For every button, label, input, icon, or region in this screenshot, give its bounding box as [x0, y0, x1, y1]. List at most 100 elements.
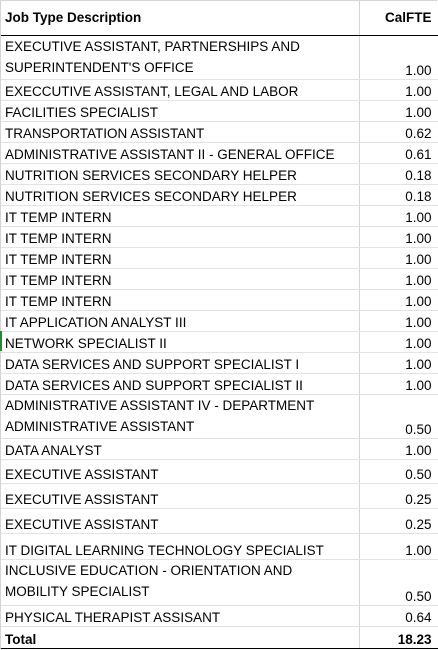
job-description-text: EXECUTIVE ASSISTANT [5, 466, 159, 482]
table-row: INCLUSIVE EDUCATION - ORIENTATION AND MOB… [1, 559, 438, 606]
table-row: IT TEMP INTERN 1.00 [1, 226, 438, 248]
table-row: IT TEMP INTERN 1.00 [1, 247, 438, 269]
job-description-cell[interactable]: IT APPLICATION ANALYST III [1, 310, 360, 332]
job-description-cell[interactable]: IT DIGITAL LEARNING TECHNOLOGY SPECIALIS… [1, 533, 360, 560]
fte-value-cell[interactable]: 0.50 [359, 394, 438, 439]
fte-value-cell[interactable]: 1.00 [359, 35, 438, 80]
job-description-cell[interactable]: IT TEMP INTERN [1, 247, 360, 269]
job-description-text: NETWORK SPECIALIST II [5, 335, 167, 351]
job-description-text: IT TEMP INTERN [5, 230, 112, 246]
job-description-text: ADMINISTRATIVE ASSISTANT [5, 418, 195, 434]
fte-value-cell[interactable]: 1.00 [359, 533, 438, 560]
fte-value-cell[interactable]: 0.62 [359, 121, 438, 143]
job-description-cell[interactable]: EXECUTIVE ASSISTANT, PARTNERSHIPS AND SUP… [1, 35, 360, 80]
job-description-text: DATA SERVICES AND SUPPORT SPECIALIST I [5, 356, 300, 372]
fte-value-cell[interactable]: 1.00 [359, 331, 438, 353]
table-row: IT TEMP INTERN 1.00 [1, 205, 438, 227]
job-description-cell[interactable]: NUTRITION SERVICES SECONDARY HELPER [1, 184, 360, 206]
table-row: EXECUTIVE ASSISTANT 0.50 [1, 459, 438, 484]
job-description-cell[interactable]: IT TEMP INTERN [1, 226, 360, 248]
header-row: Job Type Description CalFTE [1, 1, 438, 36]
table-row: ADMINISTRATIVE ASSISTANT IV - DEPARTMENT… [1, 394, 438, 439]
fte-value-cell[interactable]: 0.18 [359, 184, 438, 206]
fte-value-cell[interactable]: 1.00 [359, 100, 438, 122]
header-fte-cell[interactable]: CalFTE [359, 1, 438, 36]
fte-value-cell[interactable]: 1.00 [359, 373, 438, 395]
table-row: EXECCUTIVE ASSISTANT, LEGAL AND LABOR 1.0… [1, 79, 438, 101]
table-row: EXECUTIVE ASSISTANT 0.25 [1, 508, 438, 534]
job-description-text: IT DIGITAL LEARNING TECHNOLOGY SPECIALIS… [5, 542, 324, 558]
job-description-text: TRANSPORTATION ASSISTANT [5, 125, 205, 141]
fte-value-cell[interactable]: 0.50 [359, 459, 438, 484]
fte-value-cell[interactable]: 0.18 [359, 163, 438, 185]
table-row: DATA SERVICES AND SUPPORT SPECIALIST II 1… [1, 373, 438, 395]
fte-value-cell[interactable]: 1.00 [359, 205, 438, 227]
fte-value-cell[interactable]: 1.00 [359, 352, 438, 374]
fte-value-cell[interactable]: 1.00 [359, 79, 438, 101]
job-description-cell[interactable]: IT TEMP INTERN [1, 289, 360, 311]
table-row: FACILITIES SPECIALIST 1.00 [1, 100, 438, 122]
fte-value-cell[interactable]: 1.00 [359, 226, 438, 248]
fte-value-cell[interactable]: 0.64 [359, 605, 438, 627]
table-row: PHYSICAL THERAPIST ASSISANT 0.64 [1, 605, 438, 627]
job-description-text: EXECUTIVE ASSISTANT, PARTNERSHIPS AND [5, 38, 300, 54]
job-description-cell[interactable]: IT TEMP INTERN [1, 268, 360, 290]
table-row: IT APPLICATION ANALYST III 1.00 [1, 310, 438, 332]
job-description-text: IT APPLICATION ANALYST III [5, 314, 187, 330]
fte-value-cell[interactable]: 0.61 [359, 142, 438, 164]
total-label-cell[interactable]: Total [1, 625, 360, 649]
job-description-cell[interactable]: NETWORK SPECIALIST II [1, 331, 360, 353]
job-description-text: IT TEMP INTERN [5, 293, 112, 309]
job-description-text: MOBILITY SPECIALIST [5, 583, 150, 599]
total-value-cell[interactable]: 18.23 [359, 625, 438, 649]
job-description-text: EXECUTIVE ASSISTANT [5, 516, 159, 532]
table-row: IT TEMP INTERN 1.00 [1, 268, 438, 290]
job-description-text: EXECUTIVE ASSISTANT [5, 491, 159, 507]
table-row: ADMINISTRATIVE ASSISTANT II - GENERAL OF… [1, 142, 438, 164]
job-description-text: SUPERINTENDENT'S OFFICE [5, 59, 194, 75]
fte-value-cell[interactable]: 1.00 [359, 247, 438, 269]
table-row: NUTRITION SERVICES SECONDARY HELPER 0.18 [1, 184, 438, 206]
table-row: DATA ANALYST 1.00 [1, 438, 438, 460]
fte-value-cell[interactable]: 0.50 [359, 559, 438, 606]
job-description-text: DATA ANALYST [5, 442, 102, 458]
header-description-cell[interactable]: Job Type Description [1, 1, 360, 36]
table-row: IT TEMP INTERN 1.00 [1, 289, 438, 311]
job-description-text: INCLUSIVE EDUCATION - ORIENTATION AND [5, 562, 293, 578]
job-description-text: ADMINISTRATIVE ASSISTANT IV - DEPARTMENT [5, 397, 315, 413]
job-description-cell[interactable]: DATA ANALYST [1, 438, 360, 460]
job-description-text: NUTRITION SERVICES SECONDARY HELPER [5, 188, 297, 204]
job-description-cell[interactable]: EXECUTIVE ASSISTANT [1, 508, 360, 534]
job-description-cell[interactable]: ADMINISTRATIVE ASSISTANT II - GENERAL OF… [1, 142, 360, 164]
job-description-cell[interactable]: NUTRITION SERVICES SECONDARY HELPER [1, 163, 360, 185]
job-description-cell[interactable]: PHYSICAL THERAPIST ASSISANT [1, 605, 360, 627]
job-description-cell[interactable]: EXECCUTIVE ASSISTANT, LEGAL AND LABOR [1, 79, 360, 101]
fte-value-cell[interactable]: 1.00 [359, 310, 438, 332]
job-description-cell[interactable]: EXECUTIVE ASSISTANT [1, 459, 360, 484]
fte-value-cell[interactable]: 1.00 [359, 289, 438, 311]
table-row: NUTRITION SERVICES SECONDARY HELPER 0.18 [1, 163, 438, 185]
table-row: TRANSPORTATION ASSISTANT 0.62 [1, 121, 438, 143]
fte-value-cell[interactable]: 0.25 [359, 483, 438, 509]
job-description-text: IT TEMP INTERN [5, 251, 112, 267]
job-description-cell[interactable]: INCLUSIVE EDUCATION - ORIENTATION AND MOB… [1, 559, 360, 606]
table-row: IT DIGITAL LEARNING TECHNOLOGY SPECIALIS… [1, 533, 438, 560]
job-description-cell[interactable]: EXECUTIVE ASSISTANT [1, 483, 360, 509]
cell-marker [0, 331, 2, 351]
job-description-cell[interactable]: DATA SERVICES AND SUPPORT SPECIALIST I [1, 352, 360, 374]
job-description-text: NUTRITION SERVICES SECONDARY HELPER [5, 167, 297, 183]
job-description-cell[interactable]: TRANSPORTATION ASSISTANT [1, 121, 360, 143]
fte-value-cell[interactable]: 1.00 [359, 268, 438, 290]
job-description-cell[interactable]: ADMINISTRATIVE ASSISTANT IV - DEPARTMENT… [1, 394, 360, 439]
job-description-cell[interactable]: FACILITIES SPECIALIST [1, 100, 360, 122]
job-description-cell[interactable]: DATA SERVICES AND SUPPORT SPECIALIST II [1, 373, 360, 395]
job-description-text: IT TEMP INTERN [5, 272, 112, 288]
fte-value-cell[interactable]: 0.25 [359, 508, 438, 534]
job-description-cell[interactable]: IT TEMP INTERN [1, 205, 360, 227]
job-description-text: FACILITIES SPECIALIST [5, 104, 159, 120]
table-row: DATA SERVICES AND SUPPORT SPECIALIST I 1.… [1, 352, 438, 374]
job-description-text: IT TEMP INTERN [5, 209, 112, 225]
fte-value-cell[interactable]: 1.00 [359, 438, 438, 460]
table-row: NETWORK SPECIALIST II 1.00 [1, 331, 438, 353]
